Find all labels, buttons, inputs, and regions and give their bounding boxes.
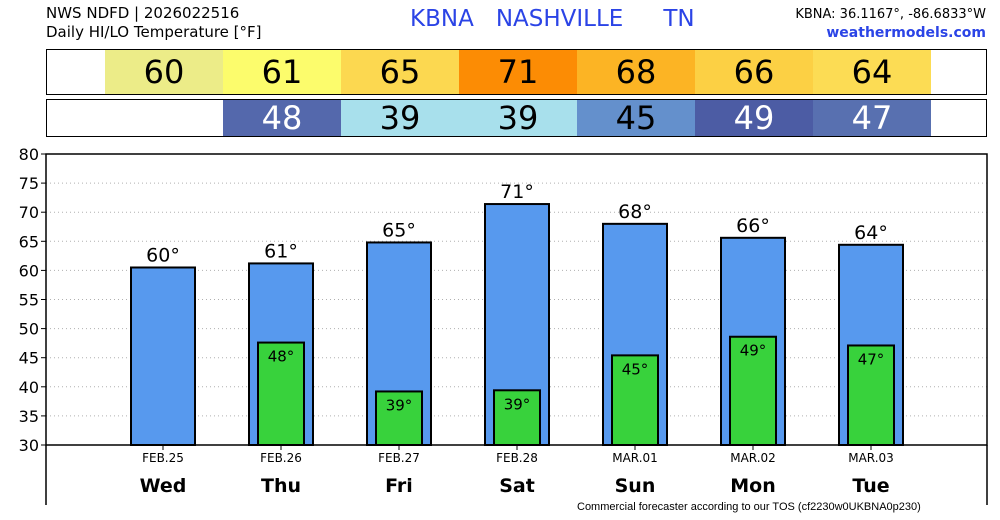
high-temp-cell: 61 (223, 50, 341, 94)
high-temp-cell: 71 (459, 50, 577, 94)
high-temp-cell: 64 (813, 50, 931, 94)
x-day-label: Wed (140, 475, 187, 497)
high-temp-cell: 66 (695, 50, 813, 94)
x-date-label: FEB.28 (496, 451, 538, 465)
low-temp-cell (105, 100, 223, 136)
y-tick-label: 45 (19, 349, 39, 368)
station-coords: KBNA: 36.1167°, -86.6833°W (795, 7, 986, 22)
low-temp-cell: 45 (577, 99, 695, 137)
low-bar (257, 341, 305, 446)
high-bar-label: 68° (618, 201, 652, 223)
x-day-label: Tue (852, 475, 889, 497)
high-bar-label: 61° (264, 240, 298, 262)
y-tick-label: 35 (19, 407, 39, 426)
high-temp-cell: 68 (577, 50, 695, 94)
x-date-label: FEB.26 (260, 451, 302, 465)
y-tick-label: 50 (19, 320, 39, 339)
station-header: KBNA NASHVILLE TN (410, 6, 695, 32)
high-bar-label: 64° (854, 222, 888, 244)
low-bar-label: 39° (504, 395, 531, 413)
high-bar-label: 71° (500, 181, 534, 203)
x-day-label: Sun (615, 475, 656, 497)
low-temp-strip: 48 39 39 45 49 47 (46, 99, 987, 137)
y-tick-label: 55 (19, 291, 39, 310)
site-link[interactable]: weathermodels.com (826, 25, 986, 41)
low-temp-cell: 49 (695, 99, 813, 137)
low-temp-cell: 47 (813, 99, 931, 137)
high-bar-label: 65° (382, 219, 416, 241)
low-bar-label: 47° (858, 350, 885, 368)
low-bar-label: 48° (268, 348, 295, 366)
y-tick-label: 65 (19, 232, 39, 251)
low-temp-cell: 39 (341, 99, 459, 137)
high-bar-label: 60° (146, 244, 180, 266)
y-tick-label: 60 (19, 261, 39, 280)
city-name: NASHVILLE (495, 6, 624, 32)
header-right: KBNA: 36.1167°, -86.6833°W weathermodels… (795, 5, 986, 43)
low-bar (375, 390, 423, 446)
x-day-label: Thu (261, 475, 301, 497)
state-code: TN (663, 6, 695, 32)
y-tick-label: 75 (19, 174, 39, 193)
footer-note: Commercial forecaster according to our T… (577, 501, 921, 513)
x-date-label: MAR.03 (848, 451, 894, 465)
x-date-label: MAR.01 (612, 451, 658, 465)
x-date-label: FEB.27 (378, 451, 420, 465)
high-temp-cell: 60 (105, 50, 223, 94)
low-temp-cell: 48 (223, 99, 341, 137)
y-tick-label: 30 (19, 436, 39, 455)
station-id: KBNA (410, 6, 474, 32)
chart-title: Daily HI/LO Temperature [°F] (46, 23, 262, 41)
high-temp-strip: 60 61 65 71 68 66 64 (46, 49, 987, 95)
y-tick-label: 70 (19, 203, 39, 222)
header-left: NWS NDFD | 2026022516 Daily HI/LO Temper… (46, 4, 262, 42)
low-bar-label: 39° (386, 396, 413, 414)
low-bar-label: 49° (740, 342, 767, 360)
high-bar (130, 266, 196, 446)
low-bar (729, 335, 777, 446)
low-bar (493, 389, 541, 446)
high-bar-label: 66° (736, 215, 770, 237)
product-line: NWS NDFD | 2026022516 (46, 4, 240, 22)
x-day-label: Sat (499, 475, 535, 497)
low-bar-label: 45° (622, 360, 649, 378)
x-day-label: Mon (730, 475, 776, 497)
x-day-label: Fri (385, 475, 413, 497)
plot-frame (45, 153, 988, 446)
x-date-label: FEB.25 (142, 451, 184, 465)
y-tick-label: 80 (19, 145, 39, 164)
x-date-label: MAR.02 (730, 451, 776, 465)
high-temp-cell: 65 (341, 50, 459, 94)
low-temp-cell: 39 (459, 99, 577, 137)
y-tick-label: 40 (19, 378, 39, 397)
